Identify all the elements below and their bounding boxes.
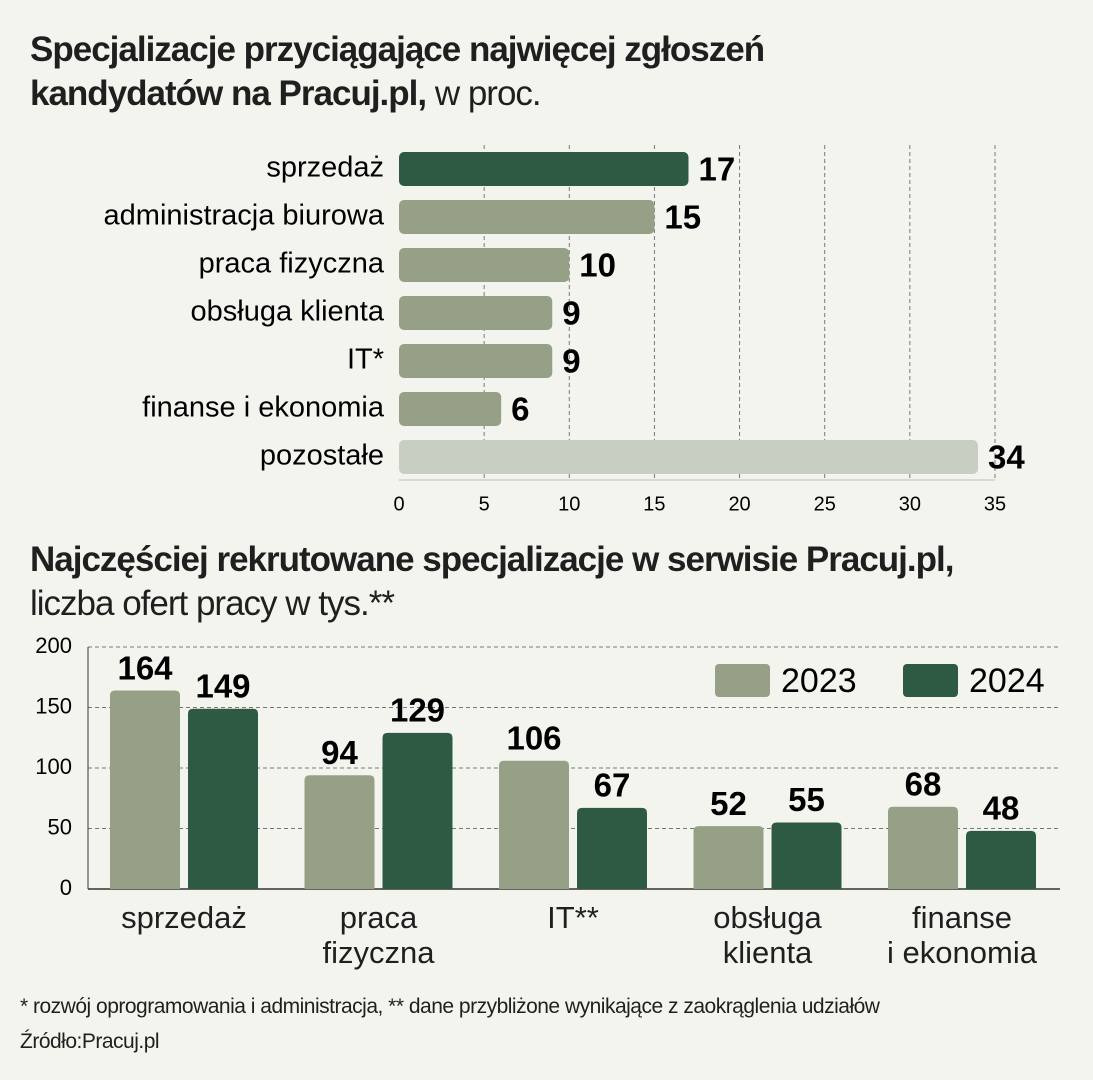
y-tick-label: pozostałe: [260, 440, 384, 472]
chart-title: Najczęściej rekrutowane specjalizacje w …: [30, 538, 990, 626]
y-tick-label: praca fizyczna: [199, 248, 385, 280]
bar: [399, 152, 689, 186]
value-label: 67: [594, 767, 631, 804]
value-label: 55: [788, 781, 825, 818]
bar: [399, 248, 570, 282]
y-tick-label: finanse i ekonomia: [142, 392, 385, 424]
legend-label: 2023: [781, 662, 857, 700]
bar: [188, 708, 258, 889]
x-tick-label: 25: [814, 493, 836, 515]
value-label: 17: [698, 151, 735, 188]
x-tick-label: 15: [643, 493, 665, 515]
chart-title: Specjalizacje przyciągające najwięcej zg…: [30, 28, 950, 116]
value-label: 9: [562, 343, 580, 380]
value-label: 94: [321, 734, 358, 771]
y-tick-label: sprzedaż: [266, 152, 384, 184]
legend-swatch: [715, 664, 770, 697]
bar: [577, 807, 647, 889]
x-tick-label: 20: [728, 493, 750, 515]
value-label: 9: [562, 295, 580, 332]
y-tick-label: 200: [35, 633, 72, 658]
bar: [693, 826, 764, 889]
bar: [888, 806, 958, 889]
y-tick-label: 0: [60, 875, 72, 900]
bar: [499, 760, 569, 889]
title-bold: Najczęściej rekrutowane specjalizacje w …: [30, 540, 954, 579]
value-label: 68: [905, 765, 942, 802]
y-tick-label: administracja biurowa: [104, 200, 385, 232]
value-label: 129: [390, 692, 445, 729]
value-label: 106: [506, 719, 561, 756]
footnote: * rozwój oprogramowania i administracja,…: [20, 995, 880, 1018]
legend-label: 2024: [969, 662, 1045, 700]
x-tick-label: finanse i ekonomia: [887, 900, 1037, 970]
bar: [399, 344, 553, 378]
x-tick-label: 35: [984, 493, 1006, 515]
bar: [110, 690, 180, 889]
y-tick-label: IT*: [347, 344, 384, 376]
subtitle: w proc.: [434, 74, 542, 113]
value-label: 34: [988, 439, 1025, 476]
value-label: 164: [117, 649, 173, 686]
value-label: 52: [710, 785, 747, 822]
source: Źródło:Pracuj.pl: [20, 1030, 160, 1053]
y-tick-label: 100: [35, 754, 72, 779]
bar: [399, 392, 502, 426]
x-tick-label: obsługa klienta: [713, 900, 822, 970]
bar: [966, 830, 1036, 889]
x-tick-label: praca fizyczna: [322, 900, 435, 970]
value-label: 10: [579, 247, 616, 284]
y-tick-label: obsługa klienta: [191, 296, 385, 328]
bar: [304, 775, 375, 889]
x-tick-label: IT**: [547, 900, 599, 935]
legend-swatch: [903, 664, 958, 697]
x-tick-label: 10: [558, 493, 580, 515]
x-tick-label: 5: [479, 493, 490, 515]
value-label: 48: [983, 790, 1020, 827]
x-tick-label: 30: [899, 493, 921, 515]
value-label: 15: [664, 199, 701, 236]
subtitle: liczba ofert pracy w tys.**: [30, 584, 395, 623]
value-label: 6: [511, 391, 529, 428]
bar: [399, 200, 655, 234]
title-bold: Specjalizacje przyciągające najwięcej zg…: [30, 30, 765, 113]
y-tick-label: 50: [48, 814, 72, 839]
bar: [399, 296, 553, 330]
bar: [771, 822, 842, 889]
x-tick-label: 0: [393, 493, 404, 515]
y-tick-label: 150: [35, 693, 72, 718]
value-label: 149: [195, 667, 250, 704]
bar: [382, 732, 453, 889]
x-tick-label: sprzedaż: [121, 900, 247, 935]
bar: [399, 440, 978, 474]
